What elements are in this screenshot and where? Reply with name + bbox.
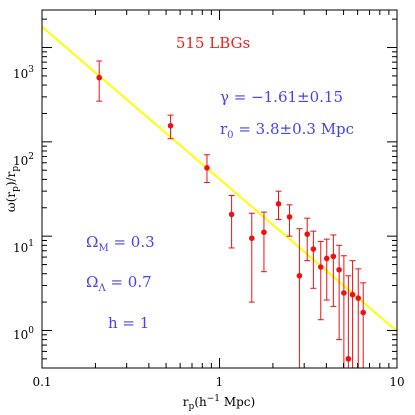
data-point-14	[336, 266, 342, 273]
data-point-1	[167, 122, 174, 129]
data-point-18	[355, 295, 362, 301]
annotation-h: h = 1	[108, 314, 149, 332]
x-tick-label-0: 0.1	[32, 375, 51, 389]
data-point-15	[341, 290, 347, 296]
data-point-5	[261, 229, 267, 236]
data-point-16	[345, 356, 352, 362]
x-tick-label-2: 10	[389, 375, 404, 389]
data-point-9	[304, 231, 311, 237]
annotation-r0: r0 = 3.8±0.3 Mpc	[220, 120, 354, 141]
data-point-19	[360, 309, 366, 316]
annotation-omega-m: ΩM = 0.3	[86, 233, 155, 254]
data-point-7	[286, 214, 293, 220]
data-point-11	[317, 264, 324, 270]
y-tick-label-1: 101	[13, 239, 34, 255]
data-point-10	[310, 246, 317, 252]
data-point-13	[330, 253, 337, 260]
chart-title: 515 LBGs	[176, 34, 250, 52]
data-point-12	[323, 255, 330, 262]
data-point-6	[275, 201, 282, 207]
data-point-2	[204, 165, 210, 171]
x-tick-label-1: 1	[216, 375, 224, 389]
annotation-gamma: γ = −1.61±0.15	[220, 88, 343, 106]
data-point-3	[228, 211, 235, 218]
y-tick-label-3: 103	[13, 65, 34, 81]
axis-ticks	[41, 10, 398, 369]
y-tick-label-0: 100	[13, 326, 34, 342]
data-point-17	[349, 291, 356, 298]
data-point-4	[248, 235, 255, 242]
data-point-0	[96, 74, 102, 81]
y-tick-label-2: 102	[13, 152, 34, 168]
y-axis-title: ω(rp)/rp	[4, 166, 21, 212]
plot-area	[42, 26, 397, 368]
x-axis-title: rp(h−1 Mpc)	[183, 394, 255, 412]
annotation-omega-lambda: ΩΛ = 0.7	[86, 273, 152, 294]
data-point-8	[296, 272, 303, 279]
